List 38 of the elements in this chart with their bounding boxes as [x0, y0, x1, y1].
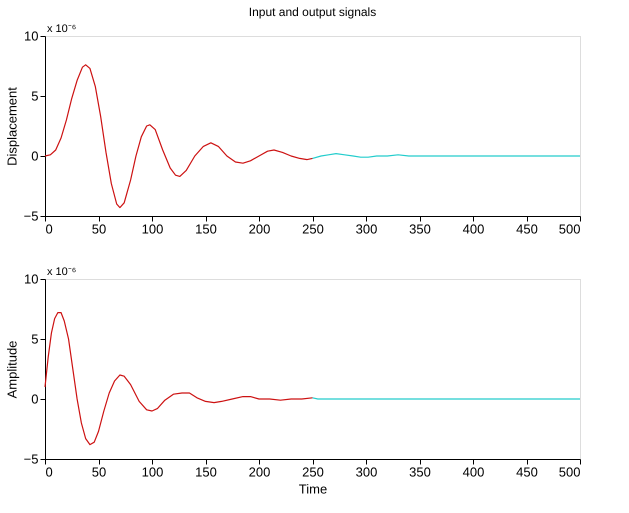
x-tick-label: 300 — [356, 222, 378, 236]
x-tick-label: 200 — [248, 222, 270, 236]
x-tick-label: 100 — [142, 464, 164, 480]
y-tick-label: 10 — [24, 272, 38, 286]
chart-title: Input and output signals — [248, 5, 376, 19]
x-tick-label: 250 — [302, 222, 324, 236]
x-tick-label: 500 — [558, 464, 580, 480]
x-tick-label: 400 — [462, 464, 484, 480]
x-tick-label: 200 — [248, 464, 270, 480]
x-tick-label: 500 — [558, 222, 580, 236]
x-tick-label: 450 — [516, 222, 538, 236]
y-tick-label: 10 — [24, 28, 38, 44]
line-series — [44, 64, 314, 208]
x-tick-label: 0 — [46, 222, 53, 236]
y-axis-title: Displacement — [4, 86, 20, 166]
y-tick-label: 0 — [31, 392, 38, 406]
y-tick-label: −5 — [24, 208, 38, 224]
x-tick-label: 250 — [302, 464, 324, 480]
y-tick-label: 5 — [31, 332, 38, 346]
x-axis-title: Time — [298, 482, 328, 496]
text: x 10⁻⁶ — [47, 266, 76, 278]
x-tick-label: 150 — [195, 222, 217, 236]
x-tick-label: 350 — [409, 464, 431, 480]
x-tick-label: 150 — [195, 464, 217, 480]
x-tick-label: 350 — [409, 222, 431, 236]
x-tick-label: 450 — [516, 464, 538, 480]
x-tick-label: 0 — [46, 464, 53, 480]
x-tick-label: 50 — [92, 222, 106, 236]
y-tick-label: 5 — [31, 88, 38, 104]
y-tick-label: −5 — [24, 452, 38, 466]
x-tick-label: 300 — [356, 464, 378, 480]
x-tick-label: 400 — [462, 222, 484, 236]
x-tick-label: 50 — [92, 464, 106, 480]
line-series — [44, 312, 314, 446]
y-axis-title: Amplitude — [4, 340, 20, 398]
x-tick-label: 100 — [142, 222, 164, 236]
y-tick-label: 0 — [31, 148, 38, 164]
text: x 10⁻⁶ — [47, 23, 76, 35]
